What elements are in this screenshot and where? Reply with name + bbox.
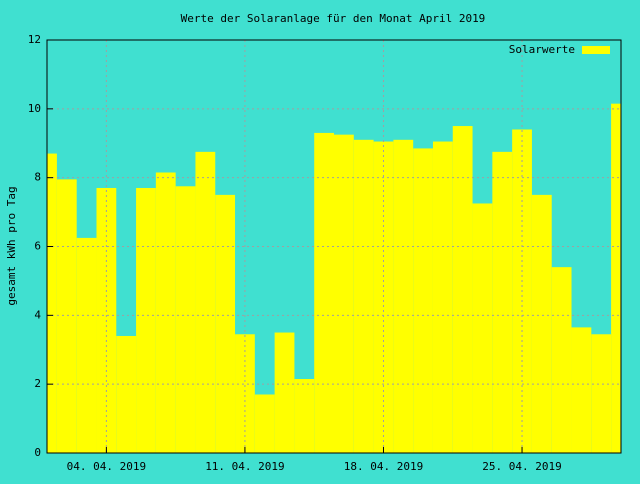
bar: [215, 194, 236, 453]
bar: [432, 141, 453, 453]
bar: [254, 394, 275, 453]
y-tick-label: 10: [28, 102, 41, 115]
bar: [571, 327, 592, 453]
bar: [393, 139, 414, 453]
bar: [472, 203, 493, 453]
bar: [611, 103, 621, 453]
bar: [373, 141, 394, 453]
plot-border: [46, 39, 622, 454]
y-tick-label: 2: [34, 377, 41, 390]
y-tick-label: 12: [28, 33, 41, 46]
bar: [136, 187, 156, 453]
bar: [56, 179, 77, 453]
bar: [353, 139, 374, 453]
x-tick-label: 25. 04. 2019: [482, 460, 561, 473]
bar: [531, 194, 552, 453]
y-tick-label: 8: [34, 171, 41, 184]
bar: [591, 334, 612, 453]
bar: [551, 267, 572, 453]
bar: [294, 379, 315, 453]
x-tick-label: 11. 04. 2019: [205, 460, 284, 473]
bar: [492, 151, 513, 453]
bar: [314, 132, 334, 453]
bars: [47, 103, 621, 453]
bar: [452, 126, 473, 453]
bar: [235, 334, 255, 453]
y-axis-label: gesamt kWh pro Tag: [5, 186, 18, 305]
bar: [47, 153, 57, 453]
y-tick-label: 6: [34, 240, 41, 253]
y-tick-label: 0: [34, 446, 41, 459]
bar: [274, 332, 295, 453]
bar: [334, 134, 354, 453]
x-tick-label: 18. 04. 2019: [344, 460, 423, 473]
bar: [195, 151, 216, 453]
bar: [175, 186, 196, 453]
bar: [413, 148, 433, 453]
x-tick-label: 04. 04. 2019: [67, 460, 146, 473]
legend-swatch: [582, 46, 610, 54]
bar: [116, 335, 137, 453]
bar: [76, 237, 97, 453]
chart-title: Werte der Solaranlage für den Monat Apri…: [181, 12, 486, 25]
y-tick-label: 4: [34, 308, 41, 321]
legend-label: Solarwerte: [509, 43, 575, 56]
bar: [155, 172, 176, 453]
